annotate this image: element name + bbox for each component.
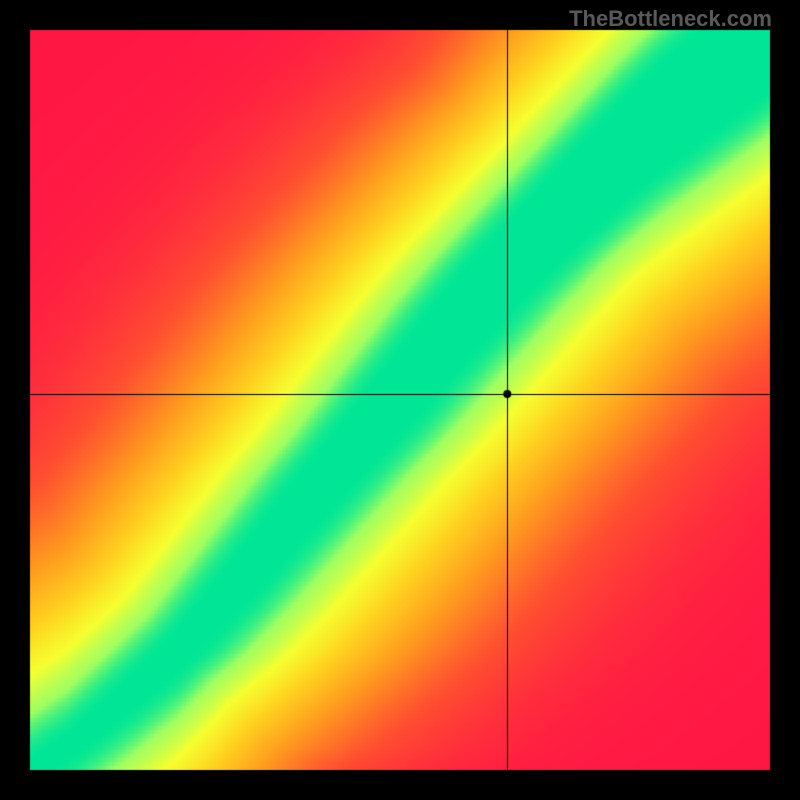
chart-container: TheBottleneck.com [0, 0, 800, 800]
watermark-text: TheBottleneck.com [569, 6, 772, 32]
bottleneck-heatmap-canvas [0, 0, 800, 800]
